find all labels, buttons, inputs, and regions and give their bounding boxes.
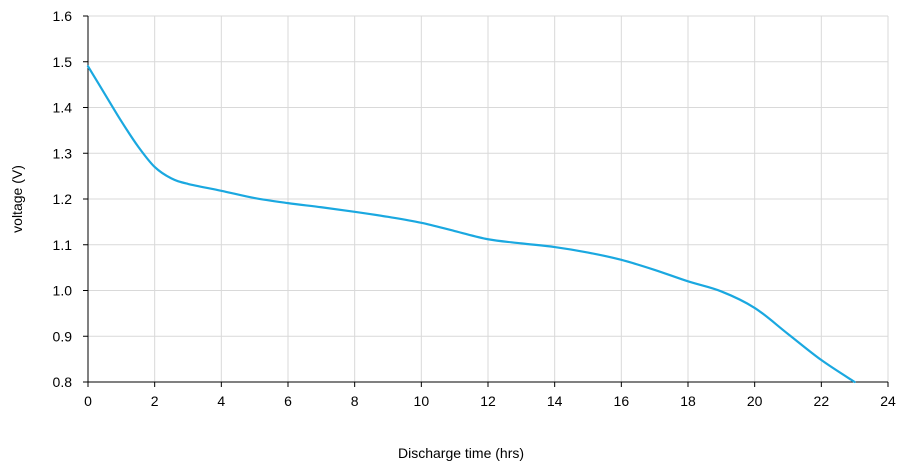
x-tick-label: 20 <box>747 393 763 409</box>
y-tick-label: 1.6 <box>53 8 73 24</box>
y-tick-label: 0.9 <box>53 328 73 344</box>
series-line <box>86 65 856 384</box>
x-tick-label: 2 <box>151 393 159 409</box>
x-tick-label: 14 <box>547 393 563 409</box>
x-tick-label: 18 <box>680 393 696 409</box>
x-tick-label: 0 <box>84 393 92 409</box>
grid <box>88 15 889 382</box>
x-tick-label: 12 <box>480 393 496 409</box>
y-tick-label: 1.3 <box>53 145 73 161</box>
x-tick-label: 16 <box>614 393 630 409</box>
x-tick-label: 24 <box>880 393 896 409</box>
y-tick-label: 1.5 <box>53 54 73 70</box>
y-axis-label: voltage (V) <box>9 165 25 233</box>
series-layer <box>86 65 856 384</box>
x-tick-label: 22 <box>814 393 830 409</box>
x-axis-label: Discharge time (hrs) <box>398 445 524 461</box>
axes <box>83 15 889 387</box>
tick-labels: 0 2 4 6 8 10 12 14 16 18 20 22 240.80.91.01.11.21.31… <box>53 8 896 409</box>
x-tick-label: 6 <box>284 393 292 409</box>
x-tick-label: 10 <box>414 393 430 409</box>
y-tick-label: 1.0 <box>53 283 73 299</box>
y-tick-label: 1.1 <box>53 237 73 253</box>
x-tick-label: 8 <box>351 393 359 409</box>
x-tick-label: 4 <box>217 393 225 409</box>
y-tick-label: 1.4 <box>53 100 73 116</box>
y-tick-label: 1.2 <box>53 191 73 207</box>
y-tick-label: 0.8 <box>53 374 73 390</box>
